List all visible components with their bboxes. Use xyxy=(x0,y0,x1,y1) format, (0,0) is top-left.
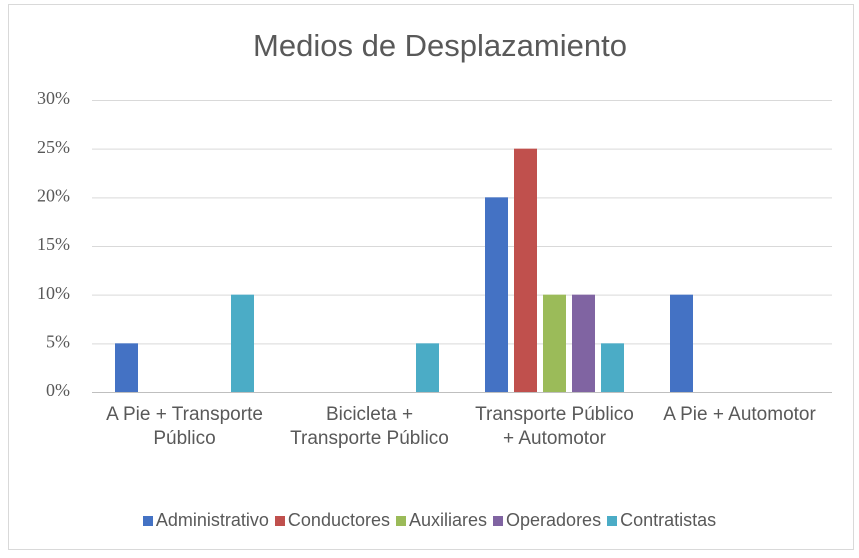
legend-swatch xyxy=(493,515,504,526)
bar xyxy=(231,294,254,392)
legend-label: Contratistas xyxy=(620,510,717,530)
bar xyxy=(485,197,508,392)
legend-label: Operadores xyxy=(506,510,602,530)
x-tick-label: Bicicleta + Transporte Público xyxy=(290,404,449,449)
bar xyxy=(115,343,138,392)
y-tick-label: 0% xyxy=(46,380,70,400)
bar xyxy=(514,148,537,392)
legend-swatch xyxy=(607,515,618,526)
y-tick-label: 30% xyxy=(37,88,70,108)
legend-swatch xyxy=(395,515,406,526)
legend-label: Auxiliares xyxy=(408,510,488,530)
y-tick-label: 15% xyxy=(37,234,70,254)
legend-swatch xyxy=(274,515,285,526)
y-tick-label: 20% xyxy=(37,185,70,205)
legend-label: Conductores xyxy=(287,510,390,530)
legend-item: Operadores xyxy=(493,510,601,531)
legend: Administrativo Conductores Auxiliares Opera… xyxy=(0,510,859,531)
legend-item: Auxiliares xyxy=(395,510,488,531)
x-tick-label: A Pie + Automotor xyxy=(663,404,816,425)
y-tick-label: 5% xyxy=(46,331,70,351)
bar xyxy=(601,343,624,392)
legend-item: Conductores xyxy=(274,510,390,531)
legend-label: Administrativo xyxy=(155,510,269,530)
chart-border xyxy=(8,4,854,550)
chart-title: Medios de Desplazamiento xyxy=(253,28,627,63)
bar xyxy=(670,294,693,392)
y-tick-label: 10% xyxy=(37,283,70,303)
bar xyxy=(572,294,595,392)
x-tick-label: Transporte Público + Automotor xyxy=(475,404,634,449)
x-tick-label: A Pie + Transporte Público xyxy=(106,404,263,449)
legend-swatch xyxy=(142,515,153,526)
bar xyxy=(543,294,566,392)
bar xyxy=(416,343,439,392)
legend-item: Administrativo xyxy=(142,510,269,531)
legend-item: Contratistas xyxy=(607,510,716,531)
y-tick-label: 25% xyxy=(37,137,70,157)
